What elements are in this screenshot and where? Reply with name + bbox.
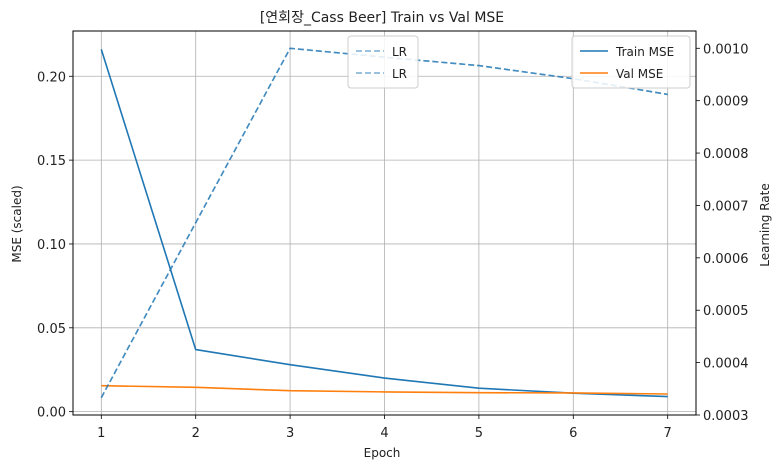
y2-tick-label: 0.0010	[703, 42, 749, 57]
y2-tick-label: 0.0005	[703, 304, 749, 319]
legend-label: Train MSE	[615, 45, 674, 59]
y-axis-right: 0.0003 0.0004 0.0005 0.0006 0.0007 0.0008 0.00…	[696, 42, 749, 424]
y2-tick-label: 0.0009	[703, 95, 749, 110]
y-axis-label: MSE (scaled)	[10, 185, 24, 262]
y-axis-left: 0.00 0.05 0.10 0.15 0.20	[37, 70, 73, 421]
legend-lr: LR LR	[347, 35, 419, 89]
x-tick-label: 1	[97, 426, 105, 441]
grid	[73, 31, 696, 415]
x-tick-label: 6	[569, 426, 577, 441]
x-tick-label: 3	[286, 426, 294, 441]
y-tick-label: 0.00	[37, 406, 66, 421]
y2-tick-label: 0.0003	[703, 409, 749, 424]
legend-mse: Train MSE Val MSE	[571, 35, 691, 89]
chart-title: [연회장_Cass Beer] Train vs Val MSE	[260, 10, 504, 26]
x-axis-label: Epoch	[364, 446, 401, 460]
legend-label: LR	[392, 45, 407, 59]
y2-tick-label: 0.0006	[703, 252, 749, 267]
y-tick-label: 0.05	[37, 322, 66, 337]
x-tick-label: 7	[664, 426, 672, 441]
legend-label: Val MSE	[616, 67, 663, 81]
y2-tick-label: 0.0008	[703, 147, 749, 162]
x-axis: 1 2 3 4 5 6 7	[97, 415, 672, 441]
x-tick-label: 5	[475, 426, 483, 441]
legend-box	[571, 35, 691, 89]
x-tick-label: 4	[380, 426, 388, 441]
x-tick-label: 2	[192, 426, 200, 441]
y-tick-label: 0.10	[37, 238, 66, 253]
y2-axis-label: Learning Rate	[758, 183, 772, 266]
legend-box	[347, 35, 419, 89]
y2-tick-label: 0.0004	[703, 357, 749, 372]
legend-label: LR	[392, 67, 407, 81]
y-tick-label: 0.20	[37, 70, 66, 85]
y2-tick-label: 0.0007	[703, 199, 749, 214]
y-tick-label: 0.15	[37, 154, 66, 169]
series-line-val-mse-1	[101, 384, 668, 395]
